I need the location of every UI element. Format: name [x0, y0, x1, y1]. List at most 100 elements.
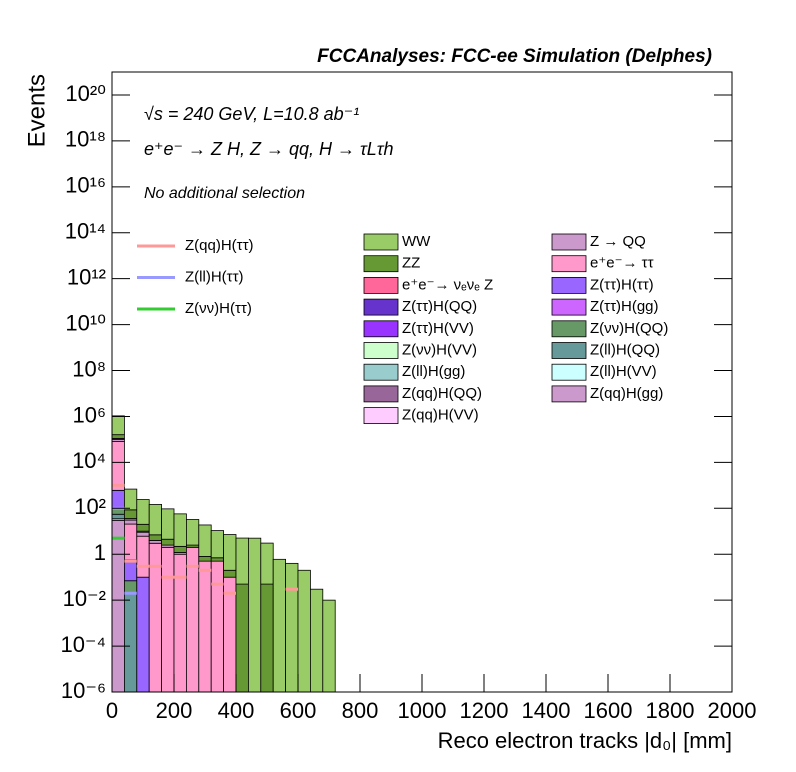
bar-segment	[111, 415, 125, 436]
legend-swatch	[551, 233, 587, 251]
bar-segment	[173, 545, 187, 553]
x-tick-label: 600	[280, 698, 317, 723]
bar-segment	[161, 538, 175, 546]
y-tick-label: 10⁸	[72, 356, 106, 381]
legend-label: Z(ll)H(gg)	[402, 363, 465, 380]
legend-label: ZZ	[402, 255, 420, 272]
bar-segment	[161, 508, 175, 540]
bar-segment	[136, 523, 150, 532]
legend-label: Z(ll)H(QQ)	[590, 341, 660, 358]
bar-segment	[148, 539, 162, 544]
legend-label: Z(qq)H(VV)	[402, 407, 479, 424]
y-axis-label: Events	[23, 74, 50, 147]
legend-label: Z(νν)H(VV)	[402, 341, 477, 358]
bar-segment	[210, 557, 224, 562]
bar-segment	[198, 524, 212, 557]
bar-segment	[272, 558, 287, 693]
bar-segment	[136, 576, 150, 693]
bar-segment	[285, 562, 299, 693]
bar-segment	[297, 569, 311, 693]
bar-segment	[124, 488, 138, 511]
y-tick-label: 10⁻⁴	[60, 632, 106, 657]
bar-segment	[136, 535, 150, 578]
x-tick-label: 1400	[522, 698, 571, 723]
x-axis-label: Reco electron tracks |d₀| [mm]	[438, 728, 732, 753]
legend-label: Z(ll)H(VV)	[590, 363, 657, 380]
bar-segment	[210, 560, 224, 693]
bar-segment	[111, 519, 125, 693]
bar-segment	[322, 599, 336, 693]
chart-title: FCCAnalyses: FCC-ee Simulation (Delphes)	[317, 46, 712, 67]
legend-swatch	[551, 298, 587, 316]
legend-swatch	[551, 342, 587, 359]
bar-segment	[173, 513, 187, 547]
bar-segment	[223, 569, 237, 578]
x-tick-label: 1600	[584, 698, 633, 723]
x-tick-label: 800	[342, 698, 379, 723]
legend-swatch	[363, 255, 399, 273]
bar-segment	[161, 546, 175, 693]
y-tick-label: 10²	[74, 494, 106, 519]
legend-swatch	[363, 233, 399, 251]
bar-segment	[173, 553, 187, 693]
legend-swatch	[363, 276, 399, 294]
annotation: √s = 240 GeV, L=10.8 ab⁻¹	[144, 104, 359, 124]
y-tick-label: 1	[94, 540, 106, 565]
legend-swatch	[551, 363, 587, 381]
bar-segment	[111, 434, 125, 439]
legend-swatch	[363, 385, 399, 403]
bar-segment	[223, 534, 237, 571]
bar-segment	[247, 537, 262, 693]
bar-segment	[124, 519, 138, 525]
x-tick-label: 200	[156, 698, 193, 723]
bar-segment	[111, 441, 125, 491]
x-tick-label: 1200	[460, 698, 509, 723]
bar-segment	[198, 560, 212, 693]
y-tick-label: 10¹²	[67, 264, 106, 289]
bar-segment	[235, 537, 249, 585]
bar-segment	[136, 499, 150, 525]
bar-segment	[260, 542, 274, 585]
bar-segment	[185, 546, 200, 693]
legend-swatch	[363, 363, 399, 381]
legend-label: Z(qq)H(ττ)	[185, 237, 254, 254]
legend-label: Z(νν)H(ττ)	[185, 300, 252, 317]
legend-swatch	[551, 385, 587, 403]
bar-segment	[210, 530, 224, 559]
bar-segment	[136, 531, 150, 537]
legend-label: e⁺e⁻→ νₑνₑ Z	[402, 276, 493, 293]
bar-segment	[124, 580, 138, 594]
legend-label: Z(ττ)H(VV)	[402, 320, 474, 337]
bar-segment	[148, 534, 162, 541]
x-tick-label: 1000	[398, 698, 447, 723]
x-tick-label: 2000	[708, 698, 757, 723]
bar-segment	[198, 556, 212, 562]
y-tick-label: 10⁻⁶	[61, 678, 106, 703]
y-tick-label: 10¹⁰	[65, 310, 106, 335]
y-tick-label: 10¹⁸	[65, 127, 106, 152]
bar-segment	[148, 504, 162, 536]
legend-label: Z(ττ)H(gg)	[590, 298, 659, 315]
bar-segment	[124, 559, 138, 582]
legend-swatch	[363, 298, 399, 316]
y-tick-label: 10⁶	[72, 402, 106, 427]
y-tick-label: 10²⁰	[65, 81, 106, 106]
bar-segment	[260, 583, 274, 693]
legend-label: Z(ττ)H(QQ)	[402, 298, 477, 315]
bar-segment	[185, 519, 200, 546]
legend-label: Z(qq)H(gg)	[590, 385, 663, 402]
legend-swatch	[363, 407, 399, 425]
y-tick-label: 10¹⁶	[65, 173, 106, 198]
legend-swatch	[551, 276, 587, 294]
legend-label: Z(ll)H(ττ)	[185, 268, 244, 285]
legend-label: Z(qq)H(QQ)	[402, 385, 482, 402]
legend-label: Z(ττ)H(ττ)	[590, 276, 654, 293]
bar-segment	[235, 583, 249, 693]
x-tick-label: 1800	[646, 698, 695, 723]
bar-segment	[309, 588, 324, 693]
y-tick-label: 10¹⁴	[65, 219, 106, 244]
x-tick-label: 0	[106, 698, 118, 723]
y-tick-label: 10⁴	[72, 448, 106, 473]
legend-label: Z(νν)H(QQ)	[590, 320, 668, 337]
